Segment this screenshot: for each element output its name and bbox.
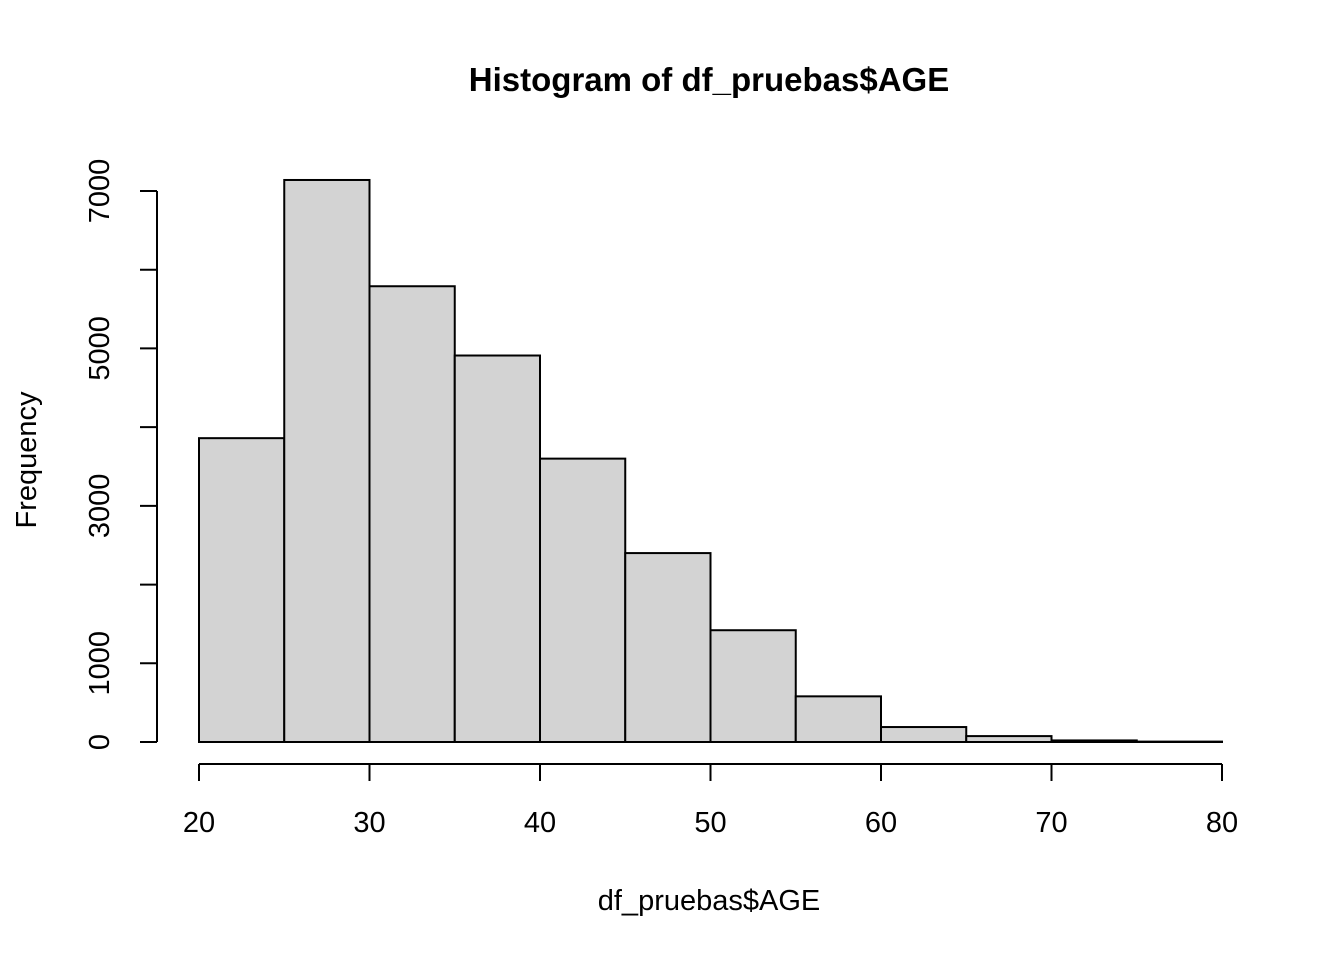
histogram-bar-35-40	[453, 354, 541, 743]
y-tick-label-3000: 3000	[84, 474, 116, 539]
x-tick-label-20: 20	[183, 807, 215, 839]
y-axis: 0 1000 3000 5000 7000	[84, 159, 158, 750]
x-tick-label-70: 70	[1035, 807, 1067, 839]
x-tick-label-50: 50	[694, 807, 726, 839]
histogram-bar-60-65	[880, 726, 968, 744]
chart-title: Histogram of df_pruebas$AGE	[469, 61, 949, 98]
y-tick-label-1000: 1000	[84, 631, 116, 696]
histogram-bar-30-35	[368, 285, 456, 743]
y-tick-label-7000: 7000	[84, 159, 116, 224]
histogram-bar-20-25	[198, 437, 286, 743]
histogram-bar-50-55	[709, 629, 797, 743]
x-tick-label-60: 60	[865, 807, 897, 839]
x-tick-label-80: 80	[1206, 807, 1238, 839]
y-axis-label: Frequency	[11, 391, 43, 529]
histogram-bar-70-75	[1050, 739, 1138, 744]
x-axis: 20 30 40 50 60 70 80	[183, 763, 1238, 839]
x-tick-label-40: 40	[524, 807, 556, 839]
histogram-bar-65-70	[965, 735, 1053, 744]
bars-group	[198, 178, 1223, 744]
histogram-bar-45-50	[624, 552, 712, 743]
y-tick-label-5000: 5000	[84, 316, 116, 381]
histogram-bar-55-60	[794, 695, 882, 743]
histogram-bar-40-45	[539, 457, 627, 743]
x-axis-label: df_pruebas$AGE	[598, 885, 820, 917]
y-tick-label-0: 0	[84, 734, 116, 750]
histogram-bar-25-30	[283, 178, 371, 744]
x-tick-label-30: 30	[353, 807, 385, 839]
